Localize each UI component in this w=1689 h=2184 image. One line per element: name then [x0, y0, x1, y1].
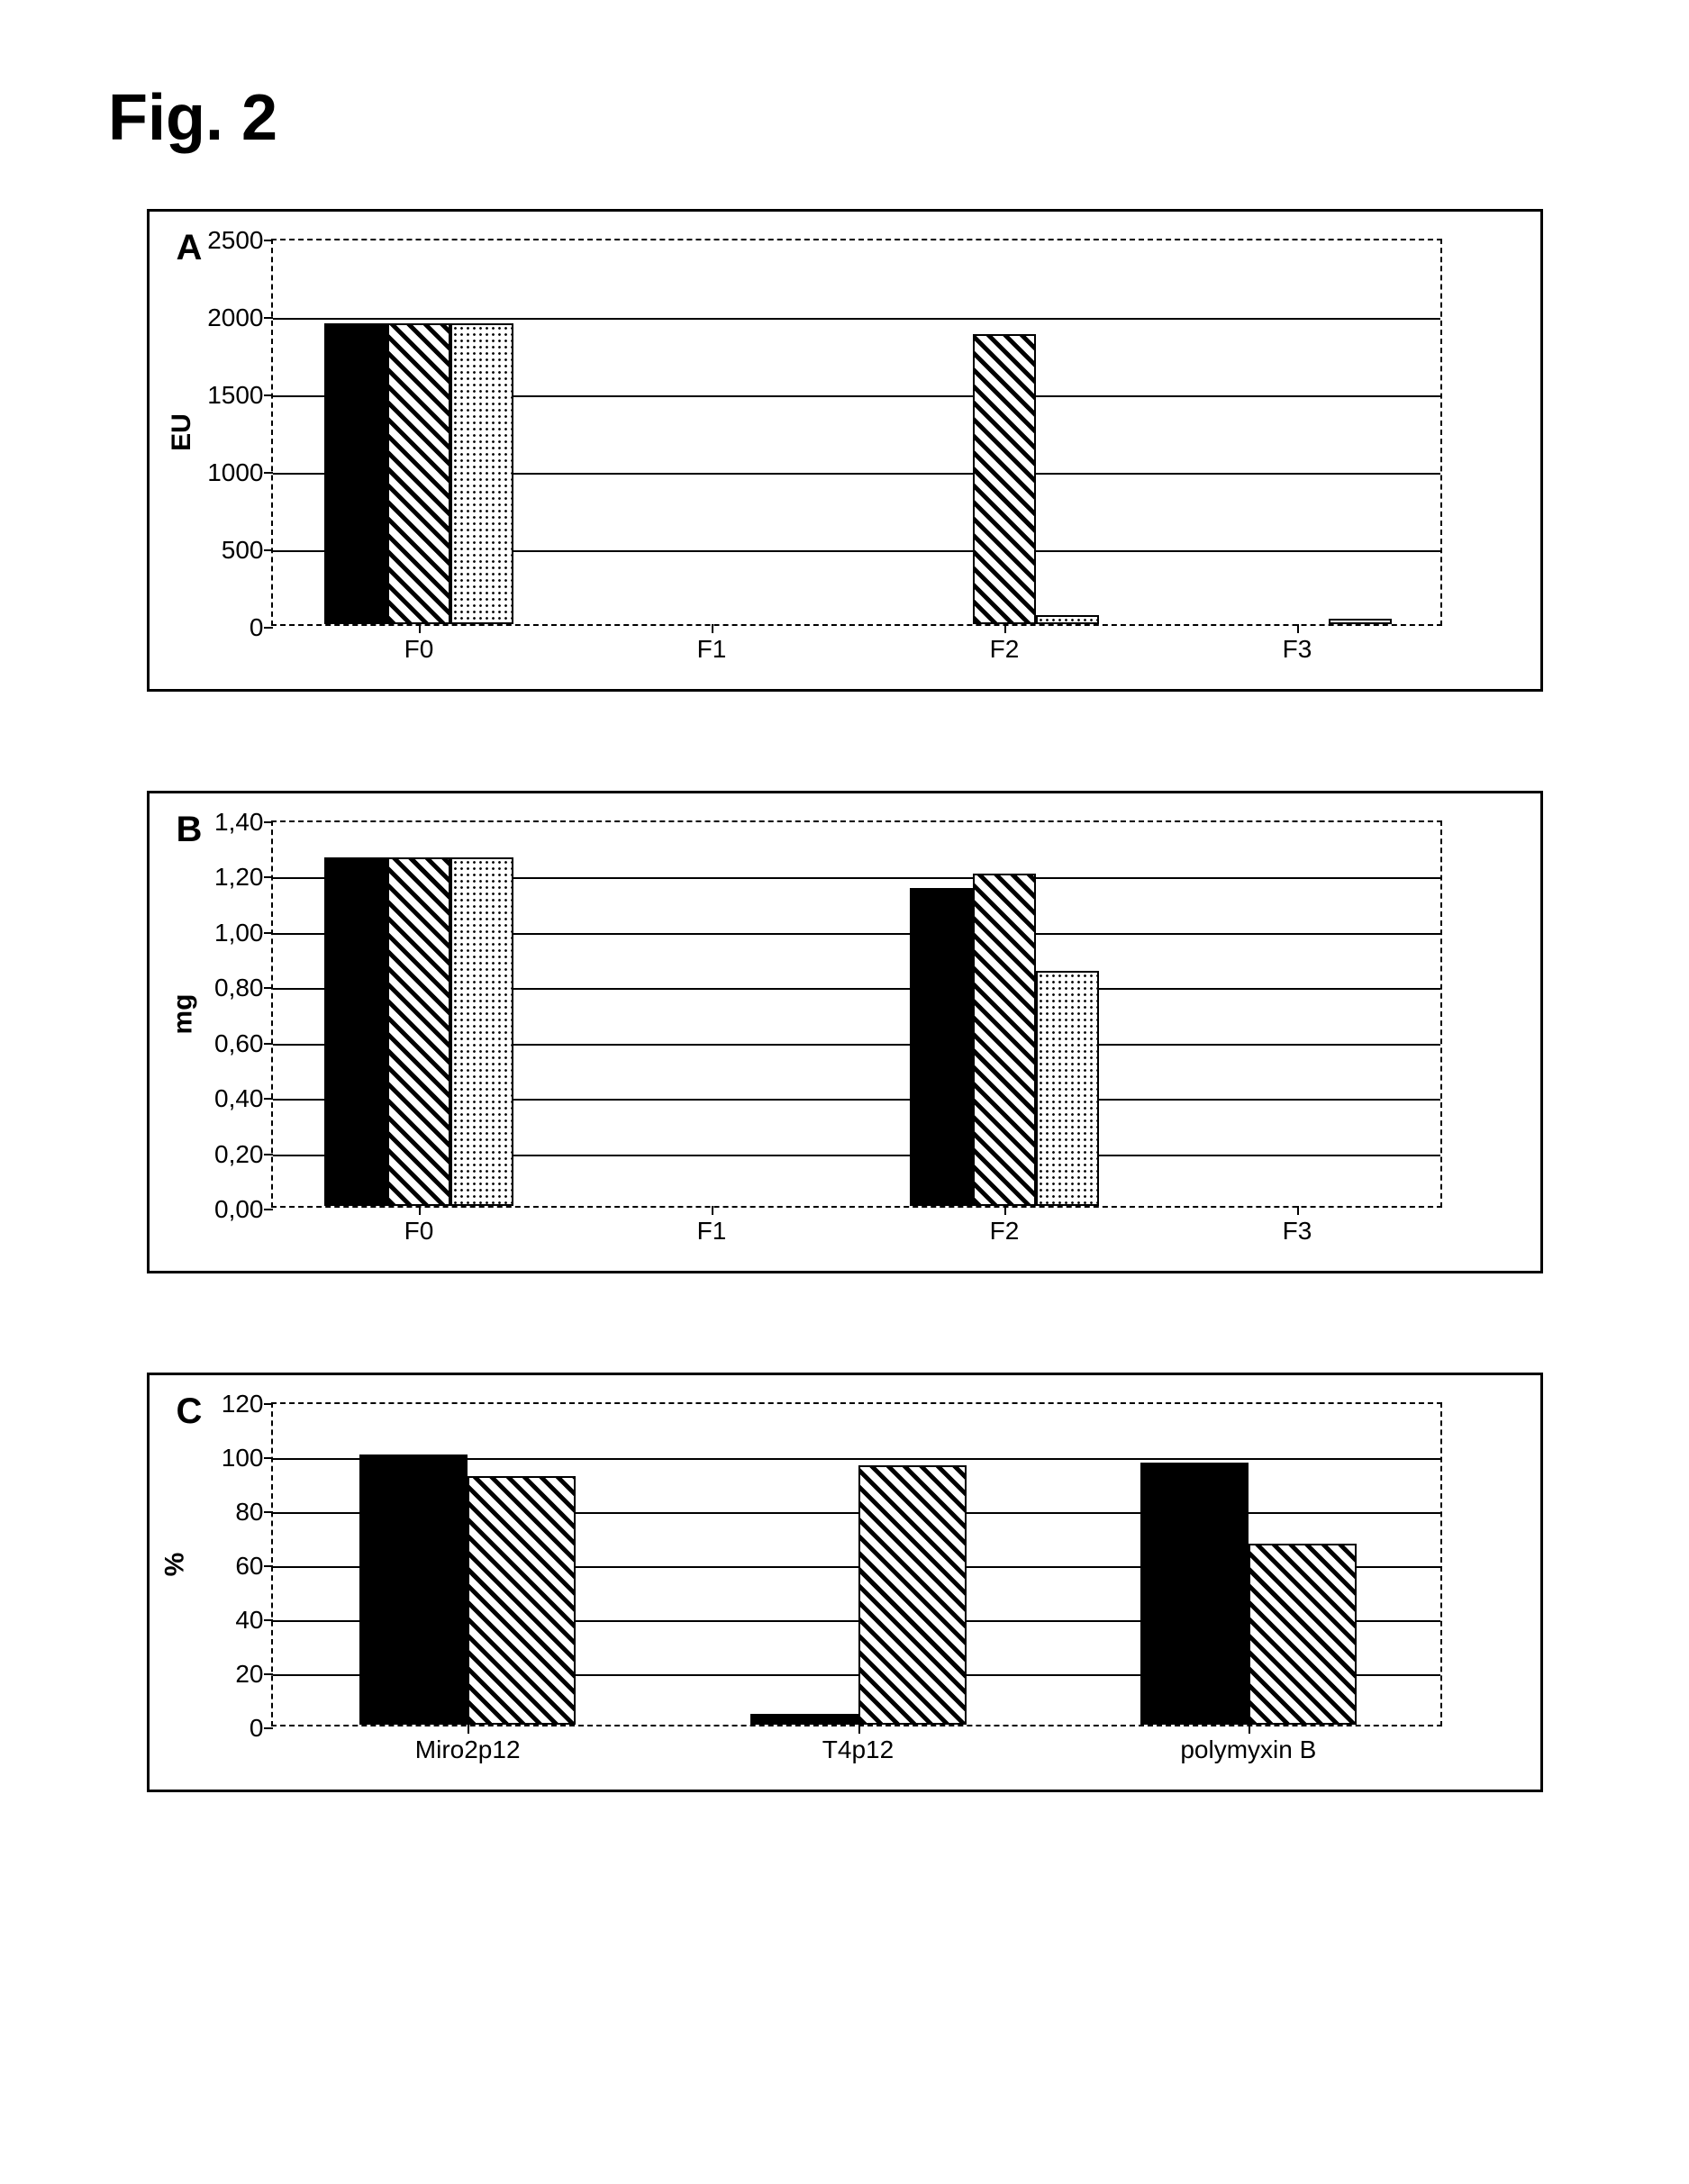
ytick-label: 1000	[192, 458, 273, 487]
bar	[387, 857, 450, 1206]
ytick-label: 100	[192, 1444, 273, 1473]
figure-title: Fig. 2	[108, 81, 1581, 155]
bar	[359, 1454, 468, 1725]
panel-c-ylabel: %	[159, 1553, 190, 1577]
ytick-label: 80	[192, 1498, 273, 1527]
ytick-label: 1500	[192, 381, 273, 410]
panel-c-chart: % 020406080100120Miro2p12T4p12polymyxin …	[271, 1402, 1500, 1726]
ytick-label: 2500	[192, 226, 273, 255]
bar	[1249, 1544, 1357, 1725]
bar	[858, 1465, 967, 1725]
gridline	[273, 318, 1440, 320]
bar	[450, 857, 513, 1206]
panel-c-plot: 020406080100120Miro2p12T4p12polymyxin B	[271, 1402, 1442, 1726]
panel-b-chart: mg 0,000,200,400,600,801,001,201,40F0F1F…	[271, 820, 1500, 1208]
xtick-label: F3	[1283, 1206, 1312, 1246]
ytick-label: 0,40	[192, 1084, 273, 1113]
xtick-label: F1	[697, 624, 727, 664]
xtick-label: F0	[404, 1206, 434, 1246]
panel-a: A EU 05001000150020002500F0F1F2F3	[147, 209, 1543, 692]
bar	[1036, 971, 1099, 1206]
panel-b: B mg 0,000,200,400,600,801,001,201,40F0F…	[147, 791, 1543, 1273]
xtick-label: F0	[404, 624, 434, 664]
ytick-label: 2000	[192, 304, 273, 332]
page: Fig. 2 A EU 05001000150020002500F0F1F2F3…	[0, 0, 1689, 2184]
bar	[1329, 619, 1392, 624]
ytick-label: 0	[192, 1714, 273, 1743]
ytick-label: 60	[192, 1552, 273, 1581]
xtick-label: Miro2p12	[415, 1725, 521, 1764]
ytick-label: 0,80	[192, 974, 273, 1002]
bar	[1140, 1463, 1249, 1725]
ytick-label: 120	[192, 1390, 273, 1418]
bar	[468, 1476, 576, 1725]
xtick-label: F3	[1283, 624, 1312, 664]
xtick-label: T4p12	[822, 1725, 894, 1764]
ytick-label: 0,00	[192, 1195, 273, 1224]
panel-a-ylabel: EU	[166, 413, 196, 451]
ytick-label: 1,20	[192, 863, 273, 892]
bar	[324, 857, 387, 1206]
xtick-label: F1	[697, 1206, 727, 1246]
ytick-label: 20	[192, 1660, 273, 1689]
xtick-label: F2	[990, 1206, 1020, 1246]
ytick-label: 500	[192, 536, 273, 565]
bar	[973, 874, 1036, 1206]
panel-a-plot: 05001000150020002500F0F1F2F3	[271, 239, 1442, 626]
xtick-label: F2	[990, 624, 1020, 664]
bar	[324, 323, 387, 624]
ytick-label: 0	[192, 613, 273, 642]
bar	[387, 323, 450, 624]
ytick-label: 1,40	[192, 808, 273, 837]
bar	[1036, 615, 1099, 624]
ytick-label: 0,20	[192, 1140, 273, 1169]
ytick-label: 0,60	[192, 1029, 273, 1058]
panel-c: C % 020406080100120Miro2p12T4p12polymyxi…	[147, 1373, 1543, 1792]
panel-a-chart: EU 05001000150020002500F0F1F2F3	[271, 239, 1500, 626]
xtick-label: polymyxin B	[1180, 1725, 1316, 1764]
ytick-label: 1,00	[192, 919, 273, 947]
panel-b-plot: 0,000,200,400,600,801,001,201,40F0F1F2F3	[271, 820, 1442, 1208]
bar	[973, 334, 1036, 624]
bar	[750, 1714, 858, 1725]
bar	[910, 888, 973, 1206]
bar	[450, 323, 513, 624]
ytick-label: 40	[192, 1606, 273, 1635]
